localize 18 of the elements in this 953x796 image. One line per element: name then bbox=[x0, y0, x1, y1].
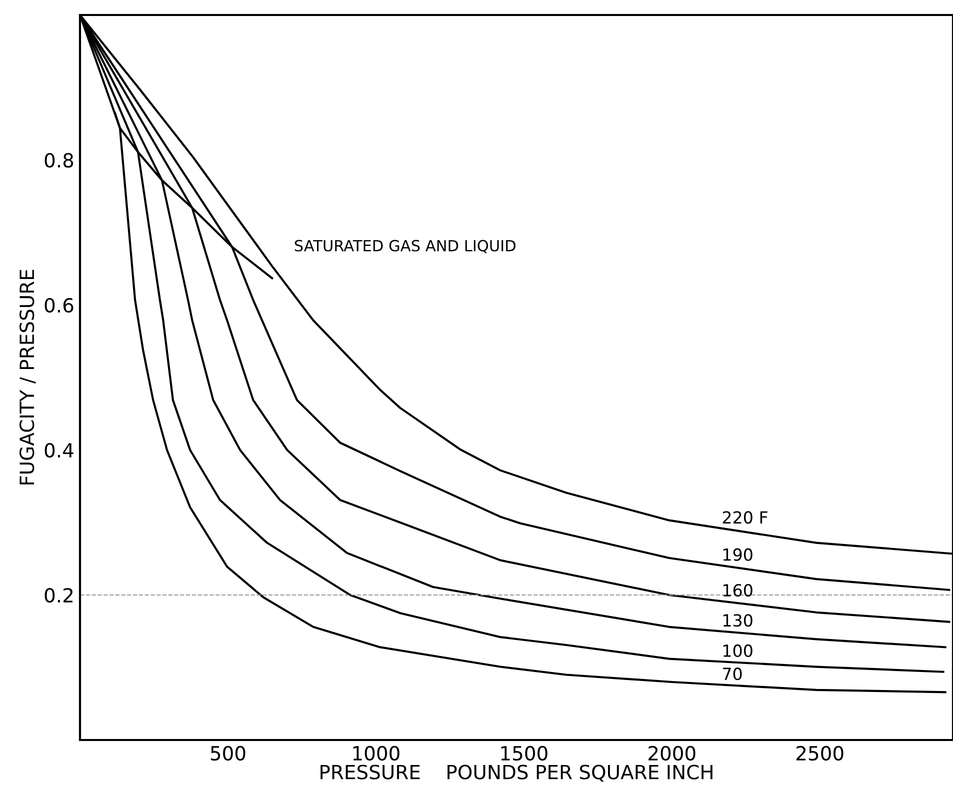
series-label: 160 bbox=[723, 584, 752, 597]
series-label: 100 bbox=[723, 644, 752, 658]
series-label: 70 bbox=[723, 668, 742, 680]
x-tick-label: 500 bbox=[210, 746, 246, 761]
series-label: 190 bbox=[723, 548, 752, 561]
y-axis-title: FUGACITY / PRESSURE bbox=[19, 270, 36, 484]
x-tick-label: 2500 bbox=[796, 746, 844, 761]
series-label: 130 bbox=[723, 614, 752, 627]
y-tick-label: 0.2 bbox=[44, 588, 72, 603]
y-tick-label: 0.4 bbox=[44, 442, 74, 458]
annotation: SATURATED GAS AND LIQUID bbox=[294, 240, 516, 254]
x-axis-title: PRESSURE POUNDS PER SQUARE INCH bbox=[320, 764, 712, 782]
y-tick-label: 0.8 bbox=[44, 152, 74, 168]
x-tick-label: 1500 bbox=[501, 746, 548, 761]
y-tick-label: 0.6 bbox=[44, 298, 74, 313]
series-label: 220 F bbox=[722, 511, 768, 524]
x-tick-label: 2000 bbox=[648, 746, 696, 761]
x-tick-label: 1000 bbox=[353, 746, 400, 761]
